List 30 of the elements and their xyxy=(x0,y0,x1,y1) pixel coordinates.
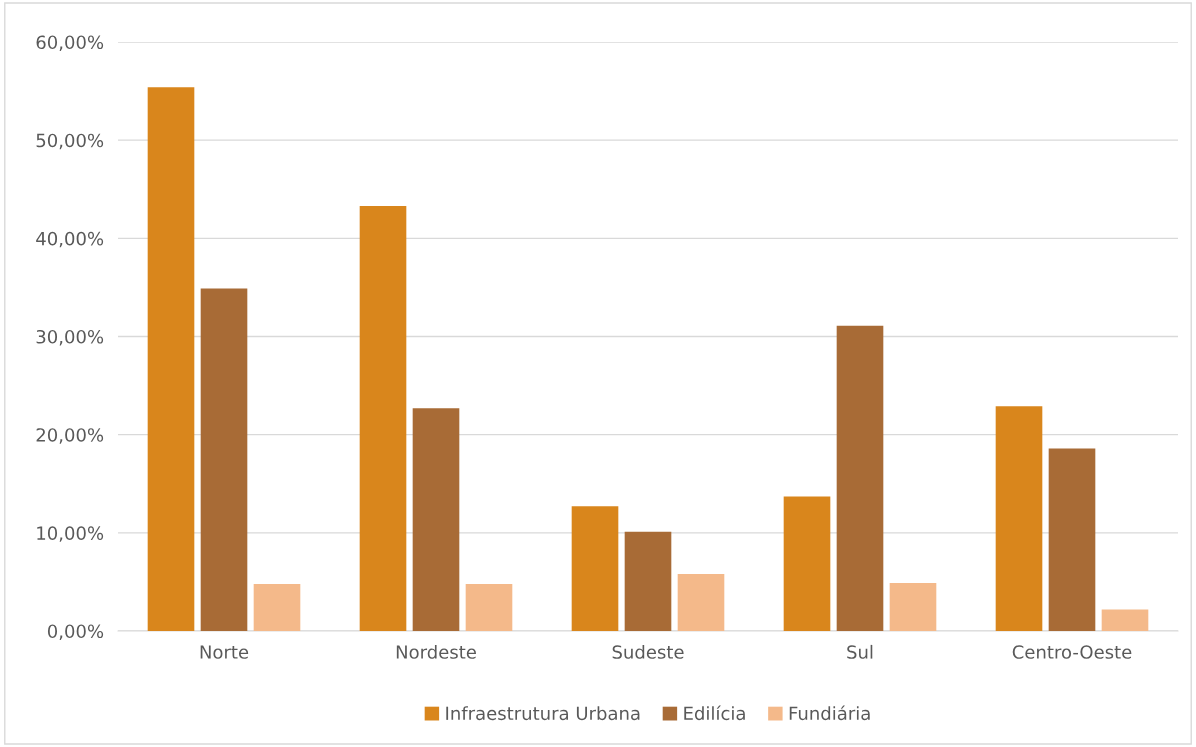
x-tick-label: Norte xyxy=(200,645,249,659)
y-tick-label: 50,00% xyxy=(36,133,104,150)
bar xyxy=(624,531,672,631)
legend-label: Infraestrutura Urbana xyxy=(446,706,640,721)
y-tick-label: 30,00% xyxy=(36,329,104,346)
bar xyxy=(783,496,831,631)
bar xyxy=(200,288,248,631)
bar xyxy=(1101,609,1149,631)
bar xyxy=(412,408,460,631)
y-tick-label: 40,00% xyxy=(36,231,104,248)
bar xyxy=(571,506,619,631)
bar xyxy=(253,583,301,631)
y-tick-label: 10,00% xyxy=(37,526,104,542)
x-tick-label: Sudeste xyxy=(612,644,684,659)
bar xyxy=(147,87,195,631)
y-tick-label: 20,00% xyxy=(36,428,104,444)
bar xyxy=(1048,448,1096,631)
x-tick-label: Nordeste xyxy=(396,644,476,659)
bar xyxy=(677,574,725,631)
bar xyxy=(995,406,1043,631)
x-tick-label: Sul xyxy=(847,644,873,659)
legend-label: Edilícia xyxy=(684,705,745,721)
bar xyxy=(465,583,513,631)
bar xyxy=(889,582,937,631)
bar xyxy=(359,205,407,631)
y-tick-label: 0,00% xyxy=(47,624,104,640)
y-tick-label: 60,00% xyxy=(36,35,104,51)
legend-label: Fundiária xyxy=(789,705,870,721)
x-tick-label: Centro-Oeste xyxy=(1012,645,1132,659)
bar xyxy=(836,325,884,631)
